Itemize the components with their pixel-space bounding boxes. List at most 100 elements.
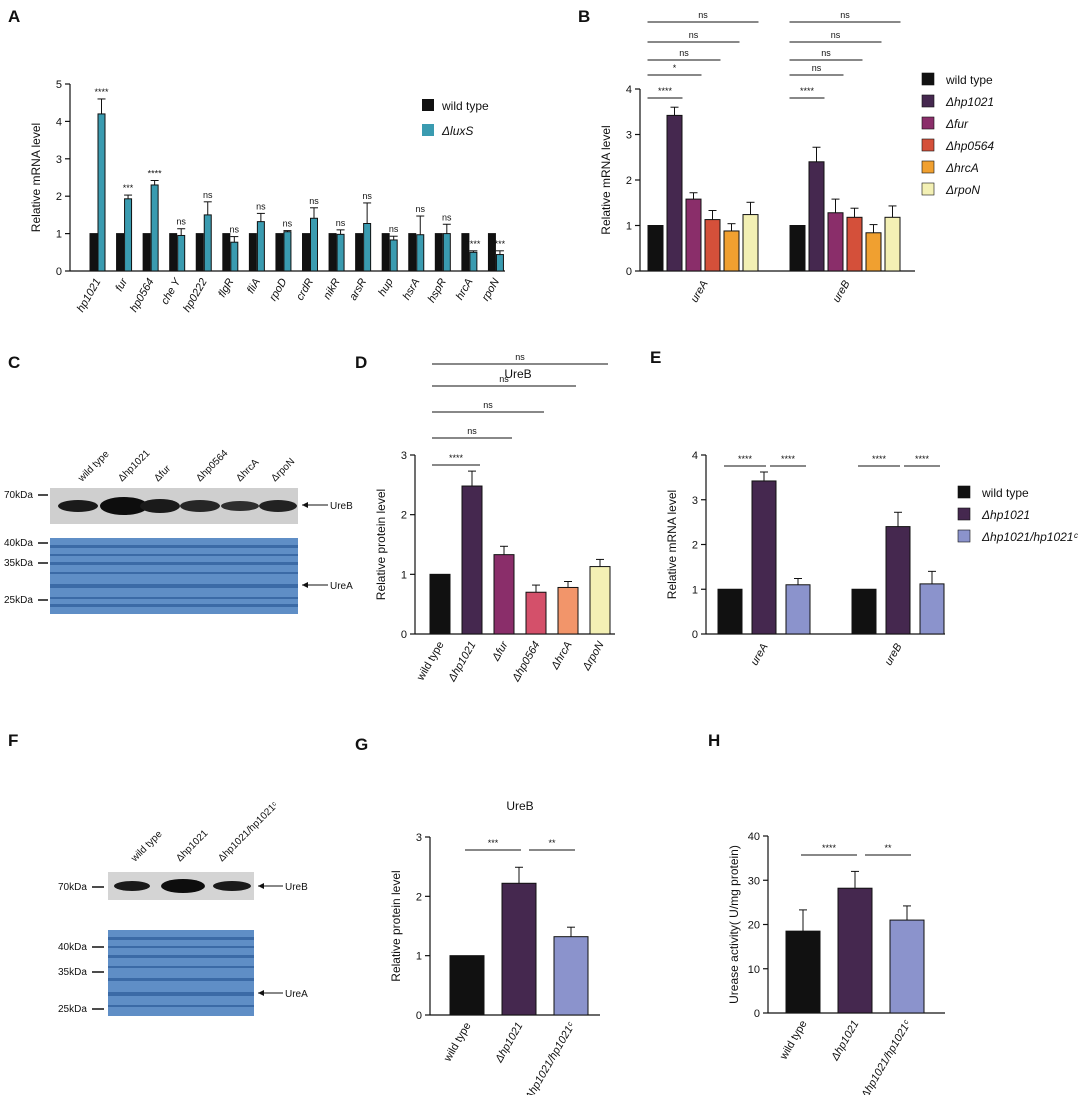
a-wildtype-bar bbox=[408, 233, 417, 272]
blot-f-band-3 bbox=[213, 881, 251, 891]
d-comparison-sig-label: ns bbox=[515, 352, 525, 362]
b-legend-swatch bbox=[921, 182, 935, 196]
d-ΔrpoN-bar bbox=[589, 566, 611, 635]
b-ytick-label: 4 bbox=[626, 84, 632, 96]
g-Δhp1021/hp1021ᶜ-bar bbox=[553, 936, 589, 1016]
a-luxs-bar bbox=[97, 113, 106, 272]
panel-label-a: A bbox=[8, 7, 20, 26]
a-sig-label: **** bbox=[148, 168, 163, 178]
a-ytick-label: 0 bbox=[56, 266, 62, 278]
a-legend-luxs: ΔluxS bbox=[441, 124, 473, 138]
blot-c-marker-40: 40kDa bbox=[4, 538, 33, 549]
b-ureB-sig-label: ns bbox=[821, 48, 831, 58]
e-Δhp1021/hp1021ᶜ-bar bbox=[919, 583, 945, 635]
d-Δhp1021-bar bbox=[461, 485, 483, 635]
blot-f-lane-3: Δhp1021/hp1021ᶜ bbox=[216, 800, 280, 864]
a-ytick-label: 5 bbox=[56, 79, 62, 91]
blot-f-marker-25: 25kDa bbox=[58, 1004, 87, 1015]
d-Δfur-bar bbox=[493, 554, 515, 635]
b-ureA-sig-label: * bbox=[673, 63, 677, 73]
a-sig-label: ns bbox=[362, 191, 372, 201]
e-ytick-label: 4 bbox=[692, 450, 698, 462]
a-luxs-bar bbox=[495, 254, 504, 272]
blot-c-label-urea: UreA bbox=[330, 581, 353, 592]
b-legend-swatch bbox=[921, 116, 935, 130]
b-ureB-sig-label: ns bbox=[812, 63, 822, 73]
b-legend-label: ΔhrcA bbox=[945, 161, 979, 175]
g-ytick-label: 3 bbox=[416, 832, 422, 844]
a-category-label: rpoN bbox=[480, 276, 502, 303]
blot-f-band-2 bbox=[161, 879, 205, 893]
a-ytick-label: 2 bbox=[56, 191, 62, 203]
b-wild type-bar bbox=[647, 225, 664, 272]
blot-c-band-5 bbox=[221, 501, 259, 511]
b-ΔhrcA-bar bbox=[723, 230, 740, 272]
a-category-label: hup bbox=[376, 277, 396, 299]
blot-f-marker-40: 40kDa bbox=[58, 942, 87, 953]
blot-f-gel bbox=[108, 930, 254, 1016]
blot-c-lane-1: wild type bbox=[76, 449, 112, 485]
a-category-label: hp1021 bbox=[75, 277, 104, 315]
blot-c-label-ureb: UreB bbox=[330, 501, 353, 512]
d-ytick-label: 2 bbox=[401, 510, 407, 522]
h-category-label: Δhp1021 bbox=[829, 1019, 862, 1064]
panel-label-c: C bbox=[8, 353, 20, 372]
d-ytick-label: 1 bbox=[401, 569, 407, 581]
b-ΔhrcA-bar bbox=[865, 232, 882, 272]
a-sig-label: ns bbox=[442, 212, 452, 222]
e-y-axis-title: Relative mRNA level bbox=[665, 490, 679, 599]
panel-label-h: H bbox=[708, 731, 720, 750]
g-Δhp1021-bar bbox=[501, 882, 537, 1016]
a-sig-label: ns bbox=[230, 225, 240, 235]
a-luxs-bar bbox=[150, 184, 159, 272]
a-sig-label: ns bbox=[415, 204, 425, 214]
panel-label-e: E bbox=[650, 348, 661, 367]
a-wildtype-bar bbox=[355, 233, 364, 272]
b-legend-swatch bbox=[921, 138, 935, 152]
b-legend-label: ΔrpoN bbox=[945, 183, 980, 197]
a-category-label: crdR bbox=[294, 276, 316, 302]
a-category-label: hrcA bbox=[454, 277, 476, 303]
b-ureA-sig-label: ns bbox=[679, 48, 689, 58]
h-ytick-label: 0 bbox=[754, 1008, 760, 1020]
b-legend-label: wild type bbox=[945, 73, 993, 87]
b-ureA-sig-label: **** bbox=[658, 86, 673, 96]
blot-c-gel-bands bbox=[50, 545, 298, 607]
d-category-label: ΔrpoN bbox=[580, 639, 607, 673]
h-ytick-label: 30 bbox=[748, 875, 760, 887]
a-wildtype-bar bbox=[381, 233, 390, 272]
blot-c-band-1 bbox=[58, 500, 98, 512]
b-Δhp1021-bar bbox=[666, 114, 683, 272]
h-wild type-bar bbox=[785, 930, 821, 1014]
panel-label-g: G bbox=[355, 735, 368, 754]
blot-c-gel bbox=[50, 538, 298, 614]
a-category-label: hspR bbox=[426, 276, 449, 304]
a-luxs-bar bbox=[336, 233, 345, 272]
a-wildtype-bar bbox=[487, 233, 496, 272]
a-sig-label: ns bbox=[176, 217, 186, 227]
h-y-axis-title: Urease activity( U/mg protein) bbox=[727, 845, 741, 1004]
g-chart-title: UreB bbox=[506, 799, 533, 813]
a-luxs-bar bbox=[256, 221, 265, 272]
blot-f-lane-1: wild type bbox=[129, 829, 165, 865]
a-category-label: rpoD bbox=[267, 276, 289, 303]
e-ytick-label: 1 bbox=[692, 584, 698, 596]
e-legend-label: Δhp1021/hp1021ᶜ bbox=[981, 530, 1078, 544]
d-comparison-sig-label: ns bbox=[467, 426, 477, 436]
b-ytick-label: 2 bbox=[626, 175, 632, 187]
blot-c-lane-2: Δhp1021 bbox=[116, 448, 152, 484]
b-Δfur-bar bbox=[827, 212, 844, 272]
d-category-label: Δhp1021 bbox=[446, 640, 479, 685]
e-Δhp1021-bar bbox=[885, 526, 911, 635]
a-wildtype-bar bbox=[195, 233, 204, 272]
a-luxs-bar bbox=[177, 234, 186, 272]
b-legend-label: Δfur bbox=[945, 117, 969, 131]
a-category-label: hp0564 bbox=[128, 277, 157, 315]
e-ureA-hp1021-vs-comp-sig-label: **** bbox=[781, 454, 796, 464]
a-sig-label: ns bbox=[389, 224, 399, 234]
d-comparison-sig-label: ns bbox=[483, 400, 493, 410]
blot-f-band-1 bbox=[114, 881, 150, 891]
panel-label-d: D bbox=[355, 353, 367, 372]
e-legend-swatch bbox=[957, 529, 971, 543]
